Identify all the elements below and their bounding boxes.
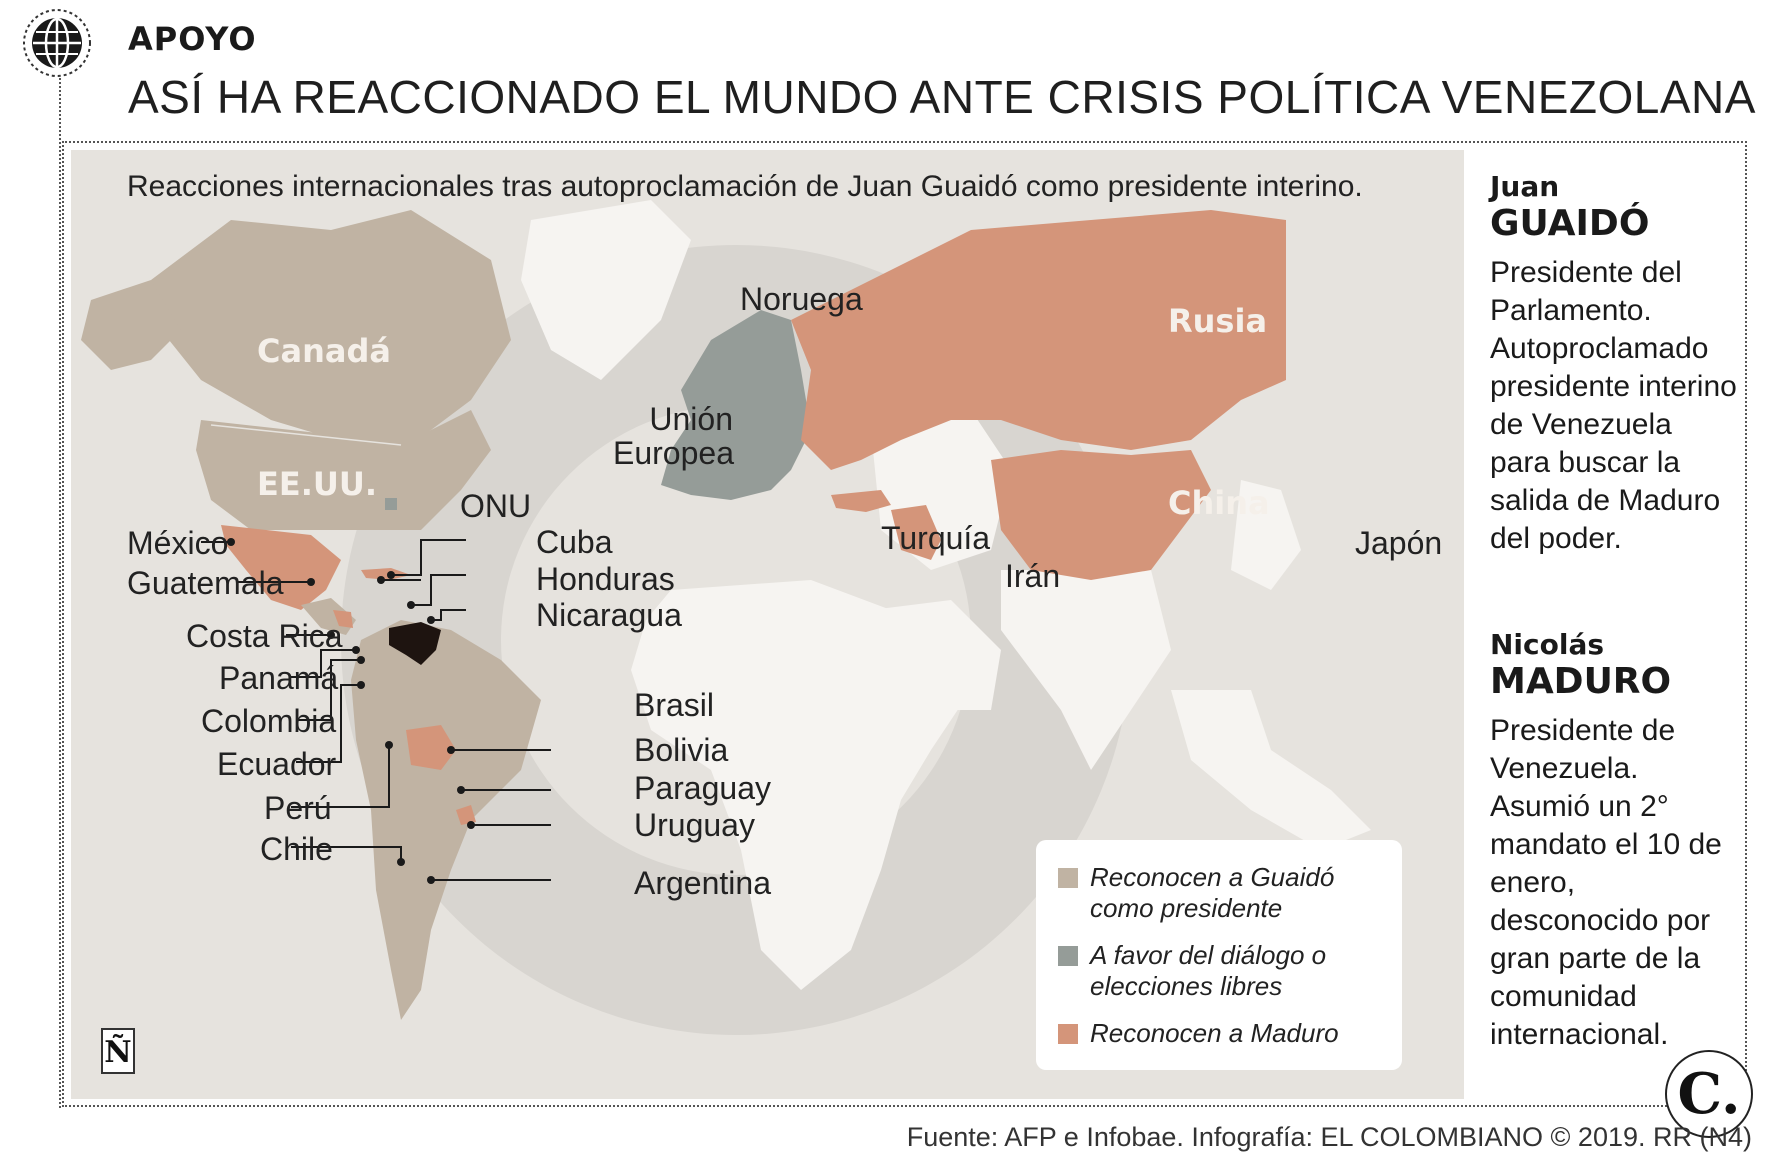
legend-item-maduro: Reconocen a Maduro xyxy=(1058,1018,1390,1049)
region-south-america xyxy=(351,620,541,1020)
label-argentina: Argentina xyxy=(634,865,771,901)
region-bolivia xyxy=(406,725,456,770)
label-paraguay: Paraguay xyxy=(634,770,771,806)
label-cuba: Cuba xyxy=(536,524,613,560)
region-mexico xyxy=(221,525,341,610)
label-costa-rica: Costa Rica xyxy=(186,618,343,654)
legend-label: Reconocen a Guaidó como presidente xyxy=(1090,862,1335,923)
label-honduras: Honduras xyxy=(536,561,675,597)
label-turquia: Turquía xyxy=(881,520,991,556)
maduro-description: Presidente de Venezuela. Asumió un 2° ma… xyxy=(1490,714,1722,1051)
region-canada xyxy=(151,210,511,450)
label-usa: EE.UU. xyxy=(257,465,377,503)
region-usa xyxy=(196,410,491,530)
world-map: Reacciones internacionales tras autoproc… xyxy=(71,150,1464,1099)
label-peru: Perú xyxy=(264,790,332,826)
region-cuba xyxy=(361,568,411,580)
land-se-asia xyxy=(1171,690,1371,850)
legend-swatch xyxy=(1058,1024,1078,1044)
legend-item-dialogo: A favor del diálogo o elecciones libres xyxy=(1058,940,1390,1002)
maduro-last-name: MADURO xyxy=(1490,661,1672,702)
land-middle-east xyxy=(871,600,1001,710)
label-russia: Rusia xyxy=(1168,302,1268,340)
label-onu: ONU xyxy=(460,488,532,524)
legend-swatch xyxy=(1058,946,1078,966)
region-nicaragua xyxy=(333,610,353,628)
maduro-first-name: Nicolás xyxy=(1490,628,1605,661)
label-noruega: Noruega xyxy=(740,281,863,317)
onu-marker xyxy=(385,498,397,510)
map-subtitle: Reacciones internacionales tras autoproc… xyxy=(127,170,1363,203)
label-uruguay: Uruguay xyxy=(634,807,755,843)
globe-icon xyxy=(23,9,91,77)
label-bolivia: Bolivia xyxy=(634,732,729,768)
label-brasil: Brasil xyxy=(634,687,715,723)
divider-vertical xyxy=(59,78,61,1108)
guaido-first-name: Juan xyxy=(1490,170,1560,203)
legend-swatch xyxy=(1058,868,1078,888)
label-ecuador: Ecuador xyxy=(217,746,337,782)
el-colombiano-logo: C. xyxy=(1665,1050,1753,1138)
region-turkey xyxy=(831,490,891,512)
label-mexico: México xyxy=(127,525,229,561)
label-japon: Japón xyxy=(1355,525,1443,561)
profile-guaido: Juan GUAIDÓ Presidente del Parlamento. A… xyxy=(1490,170,1740,558)
region-venezuela xyxy=(389,622,441,665)
guaido-description: Presidente del Parlamento. Autoproclamad… xyxy=(1490,256,1737,555)
leader-lines xyxy=(201,539,551,881)
region-europe xyxy=(661,310,811,500)
label-china: China xyxy=(1168,484,1270,522)
region-uruguay xyxy=(456,805,476,825)
label-guatemala: Guatemala xyxy=(127,565,284,601)
kicker: APOYO xyxy=(128,20,257,58)
legend-label: A favor del diálogo o elecciones libres xyxy=(1090,940,1327,1001)
map-legend: Reconocen a Guaidó como presidente A fav… xyxy=(1036,840,1402,1070)
region-iran xyxy=(891,505,941,560)
source-footer: Fuente: AFP e Infobae. Infografía: EL CO… xyxy=(906,1122,1752,1152)
label-union-europea: Unión Europea xyxy=(613,401,734,471)
profile-maduro: Nicolás MADURO Presidente de Venezuela. … xyxy=(1490,628,1740,1054)
label-panama: Panamá xyxy=(219,660,339,696)
headline: ASÍ HA REACCIONADO EL MUNDO ANTE CRISIS … xyxy=(128,71,1756,123)
label-chile: Chile xyxy=(260,831,333,867)
label-nicaragua: Nicaragua xyxy=(536,597,682,633)
map-graphic xyxy=(81,200,1401,1035)
label-canada: Canadá xyxy=(257,332,391,370)
guaido-last-name: GUAIDÓ xyxy=(1490,203,1650,244)
region-alaska xyxy=(81,280,181,370)
leader-dots xyxy=(227,538,475,884)
region-russia xyxy=(791,210,1286,470)
infographic-frame xyxy=(62,141,1747,1107)
land-africa xyxy=(631,580,971,990)
label-colombia: Colombia xyxy=(201,703,337,739)
label-iran: Irán xyxy=(1005,558,1061,594)
legend-item-guaido: Reconocen a Guaidó como presidente xyxy=(1058,862,1390,924)
n-logo: Ñ xyxy=(101,1028,135,1074)
land-greenland xyxy=(521,200,691,380)
legend-label: Reconocen a Maduro xyxy=(1090,1018,1339,1048)
region-china xyxy=(991,450,1211,580)
land-india-asia xyxy=(1001,570,1171,770)
land-japan-korea xyxy=(1231,480,1301,590)
